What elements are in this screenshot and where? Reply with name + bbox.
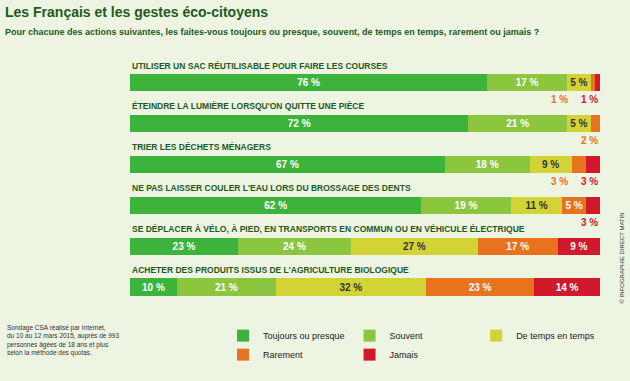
svg-text:5 %: 5 % — [570, 118, 587, 129]
svg-text:1 %: 1 % — [581, 94, 598, 105]
svg-text:Jamais: Jamais — [390, 350, 419, 360]
svg-text:76 %: 76 % — [297, 77, 320, 88]
svg-text:32 %: 32 % — [339, 282, 362, 293]
svg-text:62 %: 62 % — [264, 200, 287, 211]
svg-text:14 %: 14 % — [556, 282, 579, 293]
svg-text:72 %: 72 % — [288, 118, 311, 129]
svg-text:Souvent: Souvent — [390, 331, 424, 341]
svg-text:3 %: 3 % — [551, 176, 568, 187]
svg-text:Les Français et les gestes éco: Les Français et les gestes éco-citoyensP… — [5, 4, 539, 37]
svg-text:De temps en temps: De temps en temps — [516, 331, 595, 341]
svg-text:1 %: 1 % — [551, 94, 568, 105]
svg-text:Rarement: Rarement — [263, 350, 303, 360]
svg-text:ACHETER DES PRODUITS ISSUS DE: ACHETER DES PRODUITS ISSUS DE L'AGRICULT… — [132, 265, 409, 275]
svg-text:10 %: 10 % — [142, 282, 165, 293]
svg-text:24 %: 24 % — [283, 241, 306, 252]
svg-text:5 %: 5 % — [570, 77, 587, 88]
svg-text:17 %: 17 % — [506, 241, 529, 252]
svg-text:SE DÉPLACER À VÉLO, À PIED, EN: SE DÉPLACER À VÉLO, À PIED, EN TRANSPORT… — [132, 224, 525, 234]
svg-text:11 %: 11 % — [525, 200, 547, 211]
svg-text:23 %: 23 % — [469, 282, 492, 293]
svg-text:67 %: 67 % — [276, 159, 299, 170]
svg-text:3 %: 3 % — [581, 217, 598, 228]
svg-text:19 %: 19 % — [455, 200, 478, 211]
svg-text:21 %: 21 % — [506, 118, 529, 129]
svg-text:5 %: 5 % — [565, 200, 582, 211]
svg-text:2 %: 2 % — [581, 135, 598, 146]
svg-text:17 %: 17 % — [516, 77, 539, 88]
svg-text:18 %: 18 % — [476, 159, 499, 170]
svg-text:UTILISER UN SAC RÉUTILISABLE P: UTILISER UN SAC RÉUTILISABLE POUR FAIRE … — [132, 61, 388, 71]
svg-text:TRIER LES DÉCHETS MÉNAGERS: TRIER LES DÉCHETS MÉNAGERS — [132, 142, 271, 152]
svg-text:9 %: 9 % — [542, 159, 559, 170]
svg-text:27 %: 27 % — [403, 241, 426, 252]
svg-text:Sondage CSA réalisé par Intern: Sondage CSA réalisé par Internet,du 10 a… — [7, 324, 119, 357]
svg-text:9 %: 9 % — [570, 241, 587, 252]
svg-text:ÉTEINDRE LA LUMIÈRE LORSQU'ON: ÉTEINDRE LA LUMIÈRE LORSQU'ON QUITTE UNE… — [132, 101, 364, 111]
svg-text:© INFOGRAPHIE DIRECT MATIN: © INFOGRAPHIE DIRECT MATIN — [619, 212, 625, 303]
svg-text:21 %: 21 % — [215, 282, 238, 293]
svg-text:23 %: 23 % — [173, 241, 196, 252]
svg-text:NE PAS LAISSER COULER L'EAU LO: NE PAS LAISSER COULER L'EAU LORS DU BROS… — [132, 183, 411, 193]
svg-text:Toujours ou presque: Toujours ou presque — [263, 331, 345, 341]
svg-text:3 %: 3 % — [581, 176, 598, 187]
